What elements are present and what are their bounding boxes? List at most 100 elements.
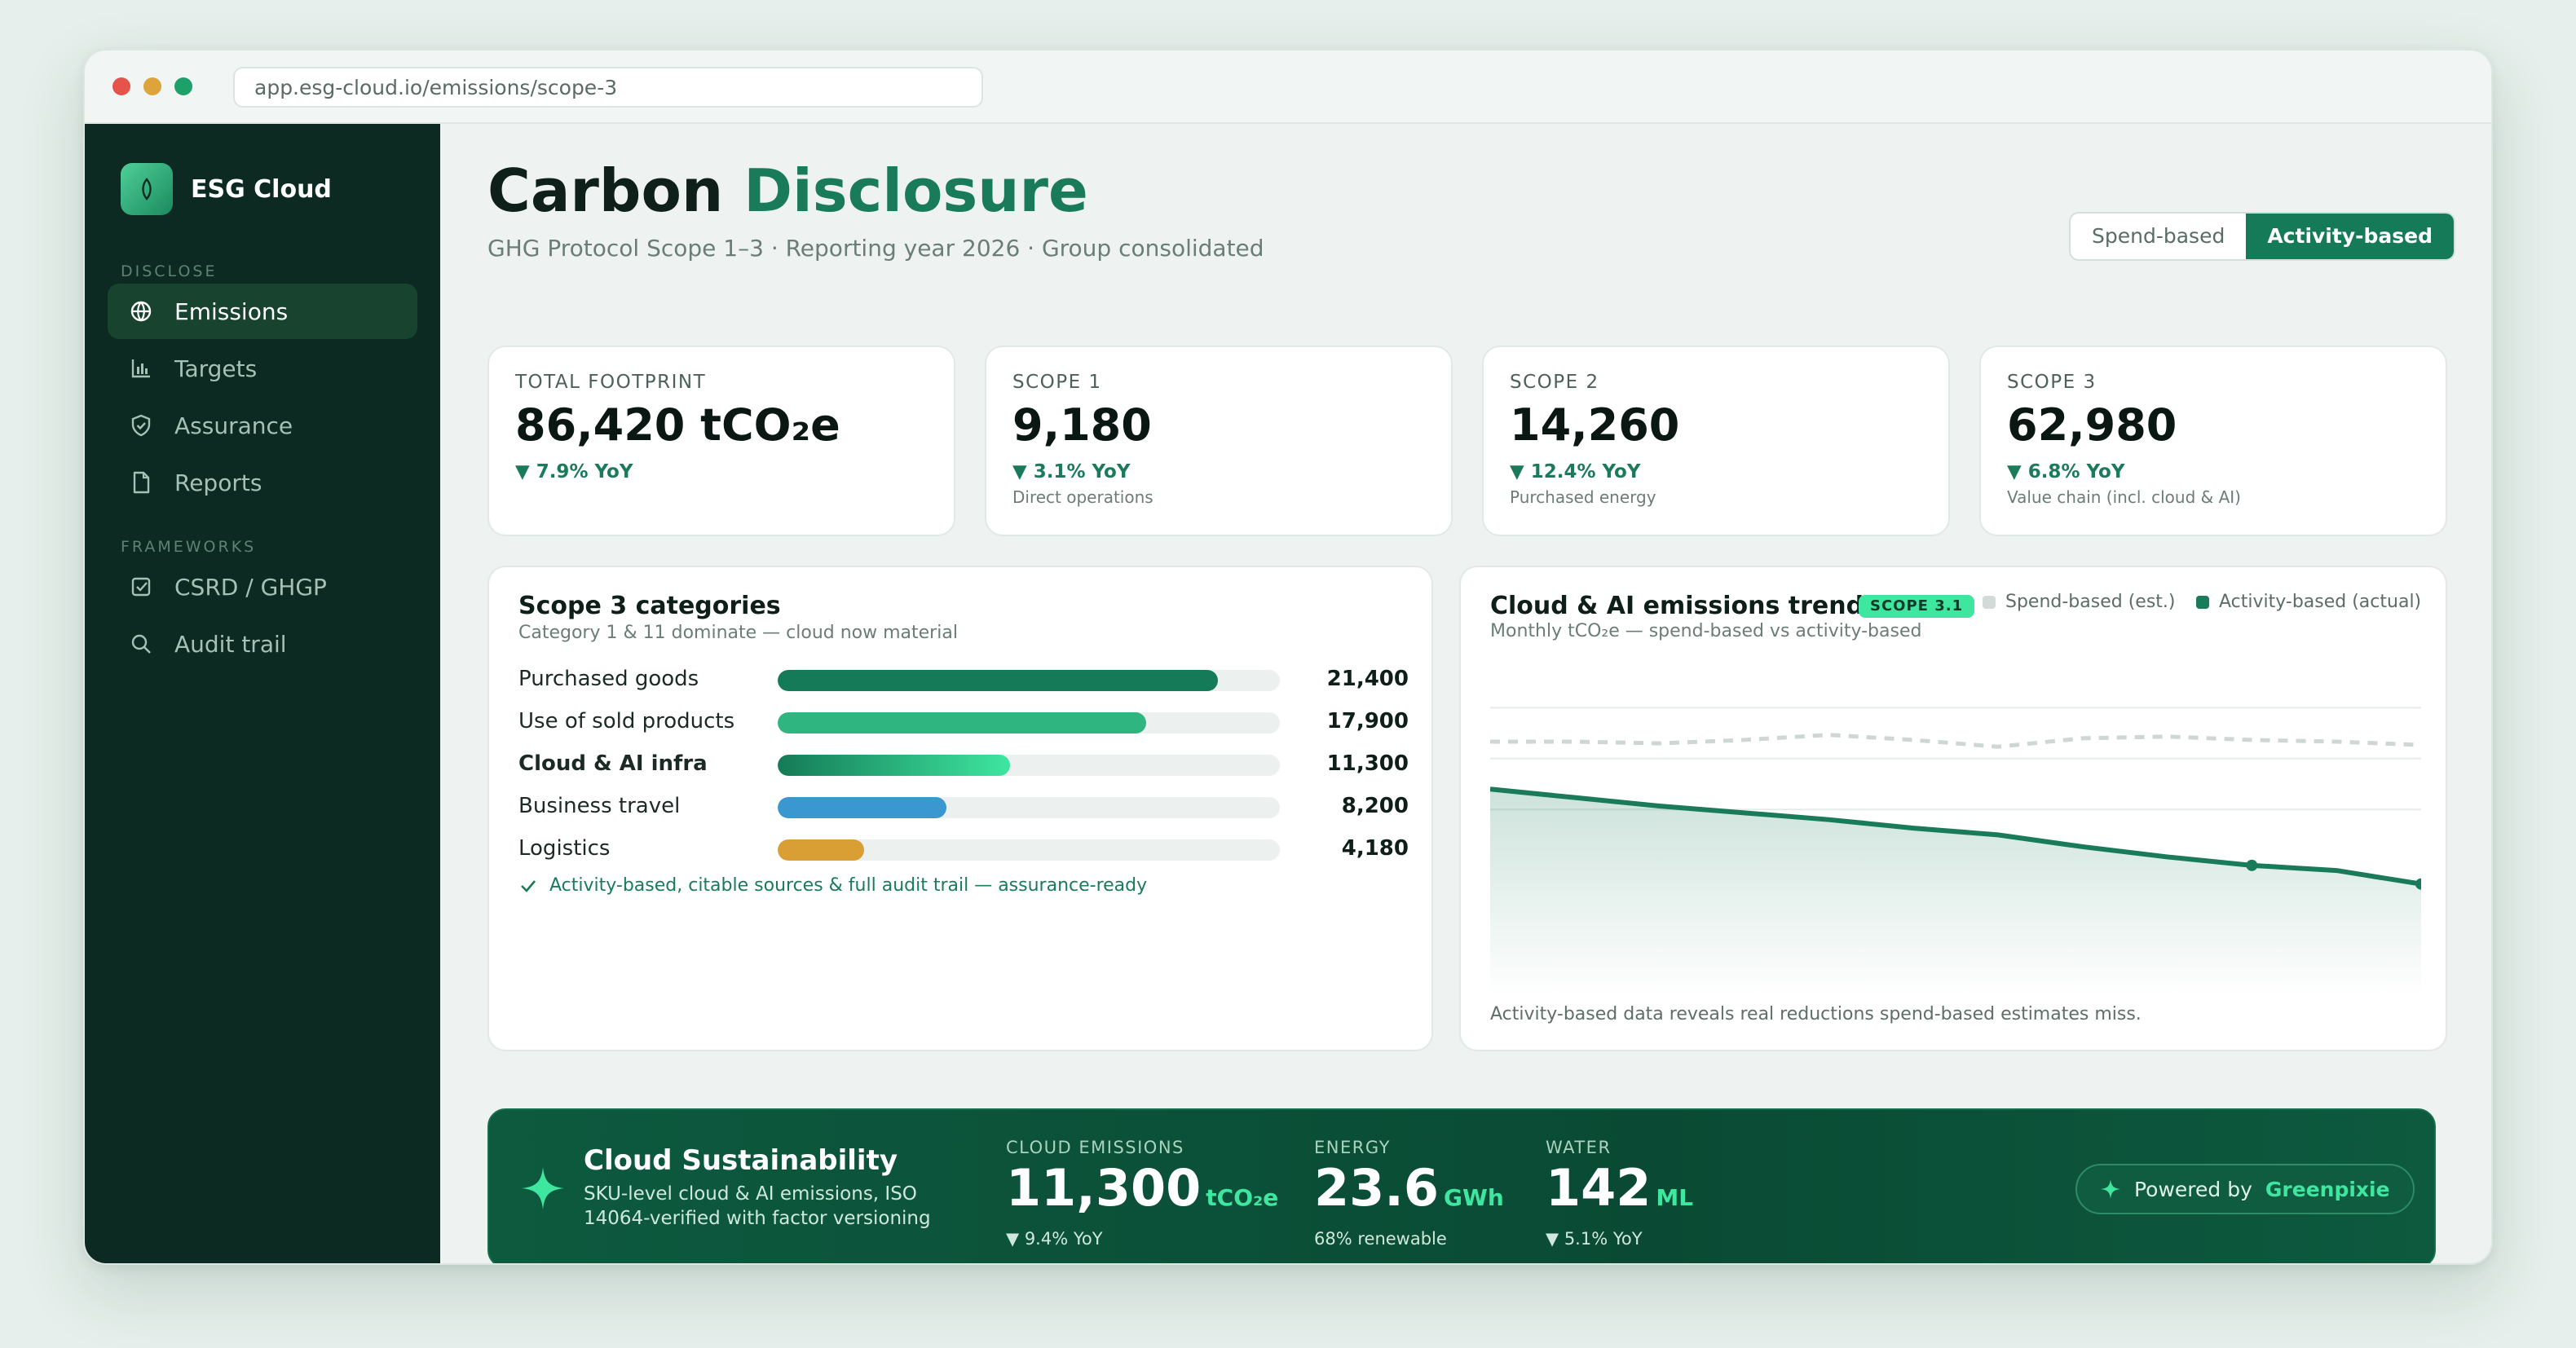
- category-bar: [778, 797, 947, 818]
- browser-titlebar: app.esg-cloud.io/emissions/scope-3: [85, 51, 2491, 124]
- shield-icon: [129, 413, 153, 438]
- globe-icon: [129, 299, 153, 324]
- kpi-delta: ▼ 7.9% YoY: [515, 461, 633, 482]
- page-subtitle: GHG Protocol Scope 1–3 · Reporting year …: [487, 235, 1264, 262]
- kpi-delta: ▼ 12.4% YoY: [1510, 461, 1641, 482]
- stat-note: ▼ 5.1% YoY: [1546, 1229, 1643, 1249]
- chart-title: Cloud & AI emissions trend: [1490, 592, 1864, 620]
- kpi-note: Direct operations: [1012, 487, 1153, 507]
- assurance-note-text: Activity-based, citable sources & full a…: [549, 875, 1148, 896]
- category-label: Cloud & AI infra: [518, 751, 708, 776]
- page-title-part1: Carbon: [487, 156, 724, 225]
- sidebar: ESG Cloud DISCLOSE Emissions Targets Ass…: [85, 124, 440, 1263]
- sidebar-item-reports[interactable]: Reports: [108, 455, 417, 510]
- kpi-delta: ▼ 3.1% YoY: [1012, 461, 1131, 482]
- powered-by-label: Powered by: [2134, 1177, 2252, 1201]
- stat-unit: ML: [1656, 1184, 1694, 1211]
- category-bar-track: [778, 839, 1280, 861]
- sidebar-item-csrd-ghgp[interactable]: CSRD / GHGP: [108, 559, 417, 615]
- kpi-value: 62,980: [2007, 399, 2177, 451]
- category-bar: [778, 712, 1146, 733]
- series-line-activity: [1490, 786, 2421, 887]
- stat-value: 11,300: [1006, 1158, 1202, 1218]
- category-bar-track: [778, 670, 1280, 691]
- close-window-button[interactable]: [112, 77, 130, 95]
- cloud-sustainability-banner: Cloud Sustainability SKU-level cloud & A…: [487, 1108, 2436, 1263]
- sidebar-item-label: Targets: [174, 355, 258, 382]
- minimize-window-button[interactable]: [143, 77, 161, 95]
- panel-title: Scope 3 categories: [518, 592, 781, 620]
- sidebar-item-targets[interactable]: Targets: [108, 341, 417, 396]
- activity-area: [1490, 789, 2421, 996]
- sidebar-item-label: Assurance: [174, 412, 293, 439]
- data-point[interactable]: [2246, 859, 2258, 871]
- category-value: 21,400: [1326, 667, 1409, 691]
- stat-label: ENERGY: [1314, 1138, 1391, 1157]
- stat-note: 68% renewable: [1314, 1229, 1447, 1249]
- legend-label: Activity-based (actual): [2219, 592, 2422, 612]
- kpi-label: TOTAL FOOTPRINT: [515, 372, 707, 393]
- legend-swatch-spend: [1983, 595, 1996, 609]
- stat-note: ▼ 9.4% YoY: [1006, 1229, 1103, 1249]
- stat-water: WATER 142 ML ▼ 5.1% YoY: [1546, 1138, 1693, 1249]
- category-row: Purchased goods 21,400: [518, 663, 1409, 693]
- stat-value: 23.6: [1314, 1158, 1439, 1218]
- category-bar-track: [778, 797, 1280, 818]
- checkbox-icon: [129, 575, 153, 599]
- powered-by-greenpixie-button[interactable]: Powered by Greenpixie: [2075, 1164, 2415, 1214]
- kpi-note: Purchased energy: [1510, 487, 1656, 507]
- legend-item-spend: Spend-based (est.): [1983, 592, 2176, 612]
- search-icon: [129, 632, 153, 656]
- category-value: 4,180: [1341, 836, 1409, 861]
- data-point[interactable]: [2415, 878, 2421, 890]
- scope-3-categories-panel: Scope 3 categories Category 1 & 11 domin…: [487, 566, 1433, 1051]
- leaf-logo-icon: [121, 163, 173, 215]
- category-label: Logistics: [518, 836, 611, 861]
- toggle-activity-based[interactable]: Activity-based: [2246, 214, 2455, 259]
- sidebar-item-audit-trail[interactable]: Audit trail: [108, 616, 417, 672]
- maximize-window-button[interactable]: [174, 77, 192, 95]
- toggle-spend-based[interactable]: Spend-based: [2092, 224, 2225, 248]
- sparkle-icon: [522, 1167, 564, 1209]
- document-icon: [129, 470, 153, 495]
- series-line-spend: [1490, 733, 2421, 749]
- category-bar: [778, 839, 864, 861]
- bar-chart-icon: [129, 356, 153, 381]
- address-bar[interactable]: app.esg-cloud.io/emissions/scope-3: [233, 67, 983, 108]
- stat-unit: tCO₂e: [1206, 1184, 1279, 1211]
- scope-badge: SCOPE 3.1: [1859, 595, 1975, 618]
- sidebar-item-assurance[interactable]: Assurance: [108, 398, 417, 453]
- panel-subtitle: Category 1 & 11 dominate — cloud now mat…: [518, 623, 958, 643]
- sidebar-item-emissions[interactable]: Emissions: [108, 284, 417, 339]
- sidebar-item-label: Reports: [174, 469, 262, 496]
- banner-title: Cloud Sustainability: [584, 1144, 898, 1177]
- kpi-value: 86,420 tCO₂e: [515, 399, 840, 451]
- kpi-value: 9,180: [1012, 399, 1152, 451]
- kpi-card-scope-3: SCOPE 3 62,980 ▼ 6.8% YoY Value chain (i…: [1979, 346, 2447, 536]
- category-row: Business travel 8,200: [518, 791, 1409, 820]
- kpi-value: 14,260: [1510, 399, 1680, 451]
- check-icon: [521, 879, 536, 892]
- brand[interactable]: ESG Cloud: [121, 163, 332, 215]
- sidebar-item-label: CSRD / GHGP: [174, 573, 327, 601]
- chart-caption: Activity-based data reveals real reducti…: [1490, 1004, 2142, 1024]
- banner-description: SKU-level cloud & AI emissions, ISO 1406…: [584, 1183, 931, 1229]
- legend-item-activity: Activity-based (actual): [2196, 592, 2421, 612]
- powered-by-brand: Greenpixie: [2265, 1177, 2390, 1201]
- stat-unit: GWh: [1443, 1184, 1504, 1211]
- category-row: Use of sold products 17,900: [518, 706, 1409, 735]
- kpi-delta: ▼ 6.8% YoY: [2007, 461, 2125, 482]
- stat-energy: ENERGY 23.6 GWh 68% renewable: [1314, 1138, 1504, 1249]
- method-toggle: Spend-based Activity-based: [2069, 212, 2456, 261]
- stat-value: 142: [1546, 1158, 1652, 1218]
- sidebar-item-label: Emissions: [174, 297, 289, 325]
- stat-label: WATER: [1546, 1138, 1612, 1157]
- sparkle-icon: [2100, 1178, 2121, 1200]
- nav-section-frameworks: FRAMEWORKS: [121, 538, 257, 556]
- category-bar-track: [778, 712, 1280, 733]
- page-title-part2: Disclosure: [743, 156, 1088, 225]
- category-bar: [778, 755, 1011, 776]
- category-value: 17,900: [1326, 709, 1409, 733]
- category-label: Purchased goods: [518, 667, 699, 691]
- trend-chart: [1490, 707, 2421, 996]
